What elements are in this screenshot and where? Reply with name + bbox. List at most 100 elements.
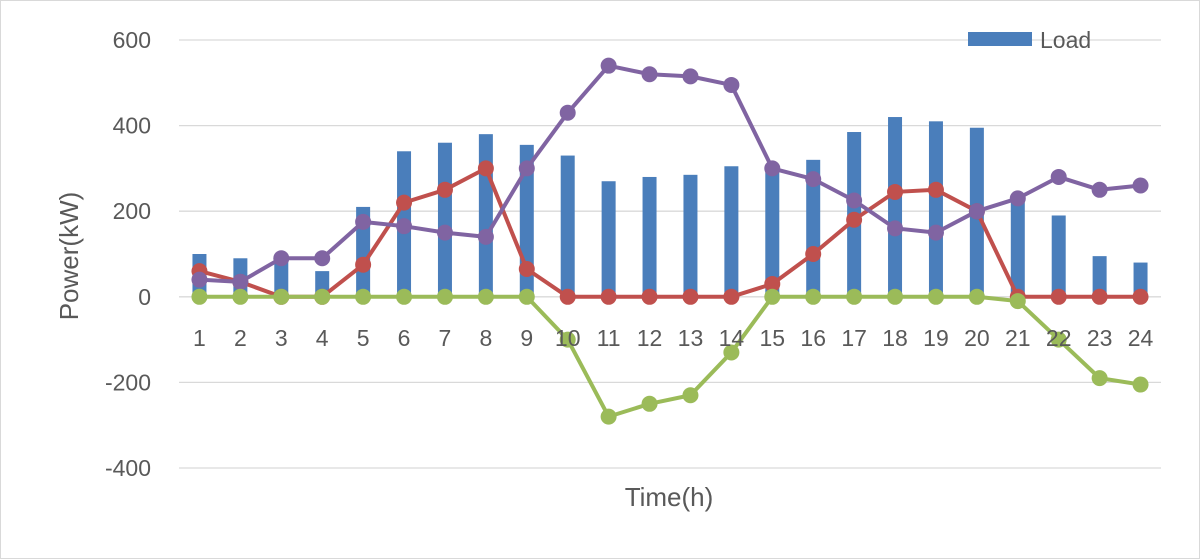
purple-series-line [199,63,1141,284]
purple-series-point [968,203,985,220]
load-bar [888,117,903,297]
purple-series-point [273,250,290,267]
y-tick-label: 600 [113,27,151,53]
load-bar [724,166,739,297]
purple-series-point [1091,181,1108,198]
green-series-line [199,294,1141,419]
x-tick-label: 20 [964,325,990,351]
purple-series-point [887,220,904,237]
purple-series-point [846,192,863,209]
red-series-point [436,181,453,198]
x-tick-label: 11 [597,325,621,351]
green-series-point [682,387,699,404]
green-series-point [273,288,290,305]
x-tick-label: 10 [555,325,581,351]
y-tick-label: 0 [138,284,151,310]
red-series-point [805,246,822,262]
purple-series-point [641,66,658,83]
x-tick-label: 19 [923,325,949,351]
green-series-point [191,288,208,305]
x-tick-label: 2 [234,325,247,351]
green-series-point [805,288,822,305]
x-tick-label: 4 [316,325,329,351]
x-tick-label: 15 [759,325,785,351]
green-series-point [600,408,617,425]
y-tick-label: 200 [113,198,151,224]
x-tick-label: 1 [193,325,206,351]
red-series-point [600,288,617,305]
purple-series-point [805,171,822,188]
green-series-point [232,288,249,305]
green-series-point [846,288,863,305]
purple-series-point [518,160,535,177]
green-series-point [436,288,453,305]
green-series-point [355,288,372,305]
red-series-point [1091,288,1108,305]
green-series-point [518,288,535,305]
load-bar [356,206,371,297]
purple-series-point [191,271,208,288]
red-series-point [641,288,658,305]
load-bar [1010,198,1025,297]
red-series-point [723,288,740,305]
green-series-point [1009,293,1026,310]
purple-series-point [477,228,494,245]
x-tick-label: 21 [1005,325,1031,351]
purple-series-point [232,273,249,290]
x-tick-label: 5 [357,325,370,351]
purple-series-point [1132,177,1149,194]
purple-series-point [396,218,413,235]
load-bar [1051,215,1066,297]
red-series-point [477,160,494,177]
red-series-point [682,288,699,305]
purple-series-point [355,213,372,230]
x-axis-ticks: 1 2 3 4 5 6 7 8 9 10 11 12 13 14 15 16 17 18 19 20 21 22 23 24 [193,325,1153,351]
red-series-point [764,275,781,292]
purple-series-point [723,76,740,93]
x-tick-label: 3 [275,325,288,351]
red-series-point [518,260,535,277]
green-series-point [723,344,740,361]
green-series-point [396,288,413,305]
y-tick-label: -200 [105,369,151,395]
x-tick-label: 12 [637,325,663,351]
load-bar [478,134,493,297]
load-bar [601,181,616,297]
load-bar [274,258,289,297]
x-tick-label: 6 [398,325,411,351]
red-series-point [846,211,863,228]
red-series-point [927,181,944,198]
load-bar [1092,256,1107,297]
y-tick-label: 400 [113,113,151,139]
load-bar [642,176,657,297]
green-series-point [887,288,904,305]
y-axis-title: Power(kW) [54,192,84,321]
x-tick-label: 8 [479,325,492,351]
green-series-point [927,288,944,305]
legend: Load [968,27,1091,53]
purple-series-point [559,104,576,121]
red-series-point [1132,288,1149,305]
purple-series-point [1050,168,1067,185]
x-tick-label: 24 [1128,325,1154,351]
purple-series-point [1009,190,1026,207]
red-series-point [1050,288,1067,305]
load-bar [806,159,821,297]
purple-series-point [314,250,331,267]
load-bar [1133,262,1148,297]
green-series-point [314,288,331,305]
x-tick-label: 9 [520,325,533,351]
x-tick-label: 13 [678,325,704,351]
green-series-point [764,288,781,305]
load-bar [683,174,698,297]
red-series-line [198,166,1141,299]
x-tick-label: 17 [841,325,867,351]
green-series-point [968,288,985,305]
load-bar [928,121,943,297]
y-axis-ticks: 600 400 200 0 -200 -400 [105,27,151,481]
x-tick-label: 16 [800,325,826,351]
green-series-point [1132,376,1149,393]
load-bar [765,168,780,297]
load-bar [560,155,575,297]
